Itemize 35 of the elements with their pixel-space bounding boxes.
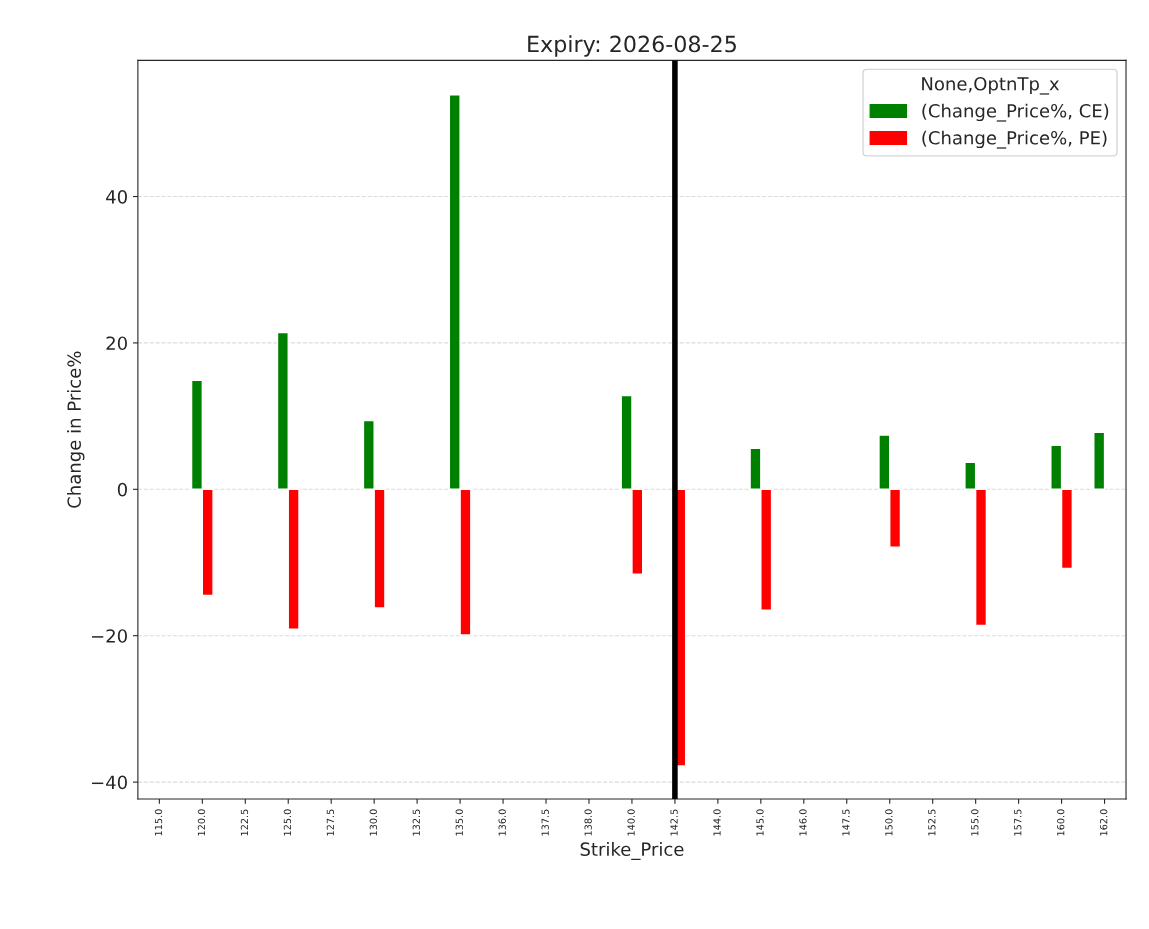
x-tick-label: 150.0	[885, 809, 893, 836]
x-tick-label: 137.5	[541, 809, 549, 836]
x-tick-label: 130.0	[369, 809, 377, 836]
x-tick-label: 136.0	[498, 809, 506, 836]
x-tick-label: 147.5	[842, 809, 850, 836]
x-tick-label: 120.0	[197, 809, 206, 836]
y-tick-label: −40	[91, 775, 127, 790]
x-tick-label: 146.0	[799, 809, 807, 836]
x-tick-label: 115.0	[154, 809, 163, 836]
y-tick-label: −20	[91, 629, 127, 643]
bar	[1093, 431, 1106, 491]
y-tick-label: 20	[106, 336, 127, 351]
x-tick-label: 140.0	[627, 809, 635, 836]
x-tick-label: 144.0	[713, 809, 721, 836]
y-tick-label: 40	[106, 189, 127, 204]
legend-label: (Change_Price%, PE)	[922, 130, 1107, 149]
y-tick-label: 0	[117, 482, 127, 497]
x-tick-label: 132.5	[412, 809, 420, 836]
y-axis-title: Change in Price%	[67, 351, 85, 508]
legend-label: (Change_Price%, CE)	[922, 103, 1109, 122]
chart-title: Expiry: 2026-08-25	[528, 35, 736, 57]
x-tick-label: 142.5	[670, 809, 678, 836]
x-tick-label: 125.0	[283, 809, 292, 836]
x-tick-label: 160.0	[1057, 809, 1065, 836]
x-tick-label: 157.5	[1014, 809, 1022, 836]
x-tick-label: 122.5	[240, 809, 249, 836]
x-tick-label: 152.5	[928, 809, 936, 836]
x-axis-title: Strike_Price	[580, 842, 684, 861]
x-tick-label: 145.0	[756, 809, 764, 836]
legend-title: None,OptnTp_x	[922, 76, 1060, 95]
x-tick-label: 135.0	[455, 809, 463, 836]
x-tick-label: 138.0	[584, 809, 592, 836]
x-tick-label: 162.0	[1100, 809, 1108, 836]
x-tick-label: 155.0	[971, 809, 979, 836]
x-tick-label: 127.5	[326, 809, 335, 836]
